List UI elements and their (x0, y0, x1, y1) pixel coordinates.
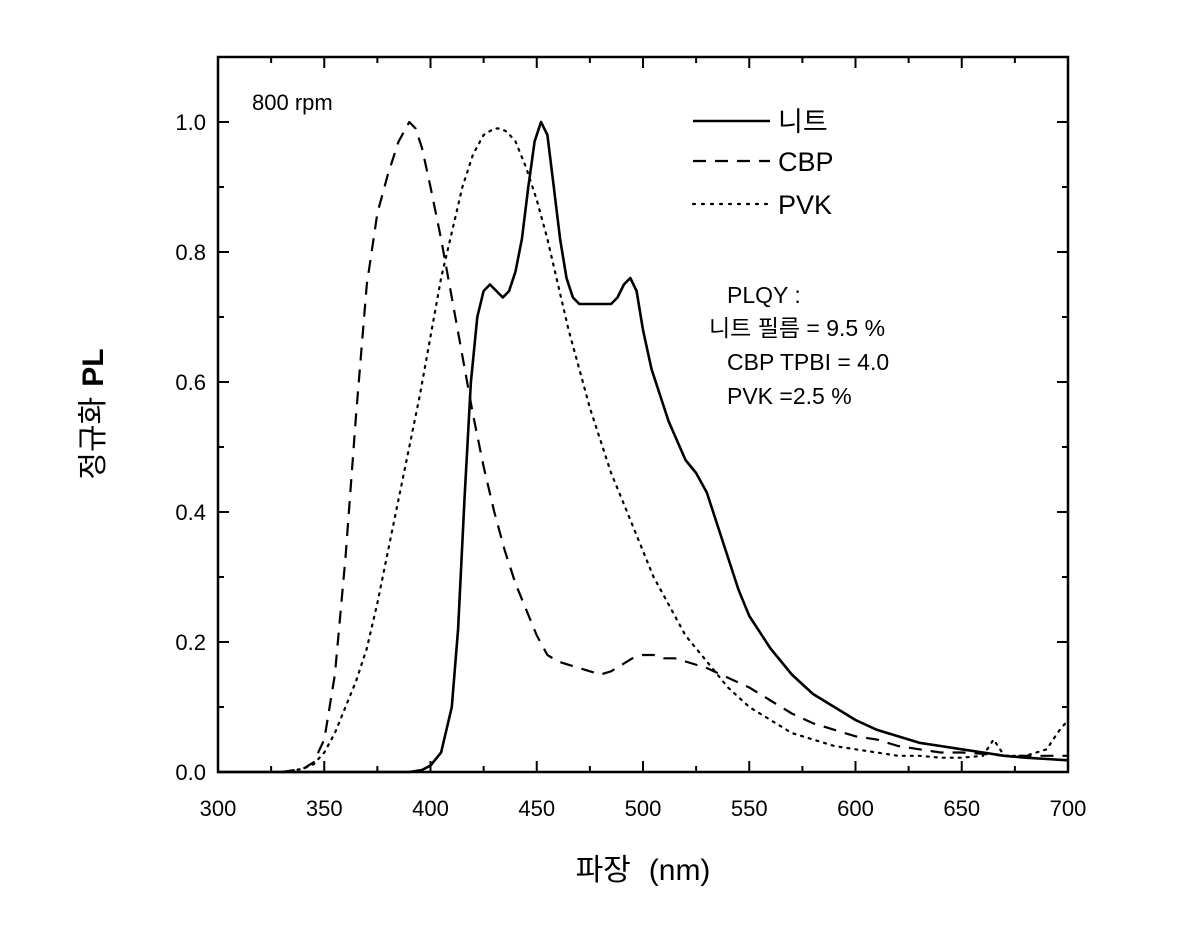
y-tick-label: 1.0 (175, 110, 206, 135)
x-axis-title: 파장 (nm) (576, 854, 711, 887)
series-line-dotted (280, 127, 1070, 774)
y-axis-title-text: 정규화 PL (77, 348, 110, 479)
series-line-dashed (281, 120, 1068, 774)
y-tick-label: 0.0 (175, 760, 206, 785)
series-line-solid (218, 120, 1069, 774)
y-tick-label: 0.2 (175, 630, 206, 655)
plqy-line-cbp: CBP TPBI = 4.0 (727, 349, 889, 375)
x-tick-label: 400 (412, 796, 449, 821)
axis-ticks (217, 56, 1069, 773)
plqy-title: PLQY : (727, 282, 801, 308)
plqy-annotation: PLQY : 니트 필름 = 9.5 % CBP TPBI = 4.0 PVK … (709, 282, 889, 409)
speed-annotation: 800 rpm (252, 90, 333, 115)
series-lines (218, 120, 1070, 774)
x-tick-label: 300 (200, 796, 237, 821)
y-axis-title-word: 정규화 (77, 397, 110, 480)
y-tick-label: 0.4 (175, 500, 206, 525)
legend-label-cbp: CBP (778, 147, 834, 177)
legend-label-pvk: PVK (778, 190, 832, 220)
y-tick-label: 0.8 (175, 240, 206, 265)
y-axis-title-pl: PL (77, 348, 110, 386)
plqy-line-neat: 니트 필름 = 9.5 % (709, 315, 885, 341)
x-tick-label: 550 (731, 796, 768, 821)
legend: 니트 CBP PVK (691, 107, 834, 220)
axis-tick-labels: 300 350 400 450 500 550 600 650 700 0.0 0.2 0.4 0.6 0… (175, 110, 1086, 821)
x-tick-label: 350 (306, 796, 343, 821)
plot-frame (216, 55, 1070, 774)
x-tick-label: 600 (837, 796, 874, 821)
x-tick-label: 450 (518, 796, 555, 821)
x-tick-label: 700 (1050, 796, 1087, 821)
y-axis-title: 정규화 PL (77, 348, 110, 479)
y-tick-label: 0.6 (175, 370, 206, 395)
x-tick-label: 500 (625, 796, 662, 821)
x-tick-label: 650 (943, 796, 980, 821)
plqy-line-pvk: PVK =2.5 % (727, 383, 852, 409)
x-axis-title-word: 파장 (576, 854, 631, 887)
legend-label-neat: 니트 (778, 107, 828, 137)
x-axis-title-unit: (nm) (649, 854, 711, 887)
